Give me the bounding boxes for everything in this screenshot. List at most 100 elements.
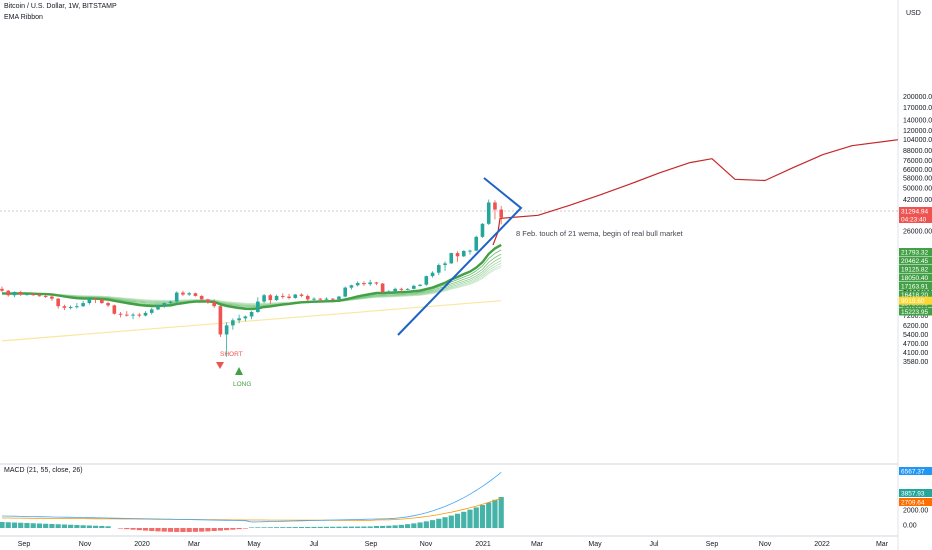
candle bbox=[93, 297, 98, 304]
candle bbox=[368, 279, 372, 286]
candle bbox=[156, 304, 160, 311]
macd-histogram-bar bbox=[311, 526, 317, 528]
short-label: SHORT bbox=[220, 351, 243, 358]
macd-histogram-bar bbox=[124, 528, 130, 530]
macd-histogram-bar bbox=[348, 526, 355, 528]
macd-histogram-bar bbox=[479, 505, 486, 528]
price-tick-label: 170000.00 bbox=[903, 105, 932, 112]
macd-histogram-bar bbox=[0, 522, 5, 528]
macd-histogram-bar bbox=[317, 526, 323, 528]
svg-text:15223.95: 15223.95 bbox=[901, 309, 928, 316]
candle bbox=[162, 302, 167, 308]
macd-histogram-bar bbox=[192, 528, 199, 532]
candle bbox=[305, 294, 310, 302]
svg-text:18050.40: 18050.40 bbox=[901, 275, 928, 282]
time-tick-label: May bbox=[588, 541, 602, 548]
macd-histogram-bar bbox=[380, 525, 386, 528]
candle bbox=[243, 315, 248, 322]
candle bbox=[493, 200, 497, 220]
macd-histogram-bar bbox=[30, 523, 36, 528]
candle bbox=[312, 297, 316, 301]
macd-histogram-bar bbox=[454, 513, 461, 528]
macd-histogram-bar bbox=[174, 528, 180, 532]
svg-text:20462.45: 20462.45 bbox=[901, 258, 928, 265]
price-tick-label: 26000.00 bbox=[903, 229, 932, 236]
time-tick-label: 2020 bbox=[134, 541, 150, 548]
candle bbox=[443, 261, 447, 271]
triangle-drawing[interactable] bbox=[397, 177, 523, 336]
svg-text:9019.60: 9019.60 bbox=[901, 298, 925, 305]
projection-path bbox=[492, 139, 899, 246]
macd-badge: 3857.93 bbox=[899, 489, 932, 497]
candle bbox=[237, 314, 241, 324]
candle bbox=[18, 290, 23, 296]
macd-histogram-bar bbox=[323, 526, 330, 528]
time-tick-label: Jul bbox=[650, 541, 659, 548]
macd-histogram-bar bbox=[367, 526, 373, 528]
candle bbox=[0, 286, 4, 292]
time-tick-label: Mar bbox=[188, 541, 201, 548]
macd-histogram-bar bbox=[267, 527, 273, 528]
candle bbox=[355, 281, 360, 287]
price-tick-label: 3580.00 bbox=[903, 359, 928, 366]
macd-histogram-bar bbox=[280, 527, 286, 528]
macd-histogram-bar bbox=[93, 525, 99, 528]
candle bbox=[262, 293, 266, 304]
candle bbox=[287, 293, 291, 300]
time-tick-label: 2021 bbox=[475, 541, 491, 548]
macd-histogram-bar bbox=[305, 526, 311, 528]
macd-histogram-bar bbox=[342, 526, 348, 528]
macd-histogram-bar bbox=[80, 525, 86, 528]
time-tick-label: Nov bbox=[759, 541, 772, 548]
ema-line bbox=[1, 253, 502, 308]
macd-histogram-bar bbox=[473, 507, 479, 528]
macd-histogram-bar bbox=[336, 526, 342, 528]
price-badge: 21793.32 bbox=[899, 248, 932, 256]
candle bbox=[324, 297, 329, 301]
candle bbox=[6, 290, 11, 297]
macd-badge: 6567.37 bbox=[899, 467, 932, 475]
macd-histogram-bar bbox=[68, 524, 74, 528]
time-tick-label: Sep bbox=[706, 541, 719, 548]
macd-label: MACD (21, 55, close, 26) bbox=[4, 467, 83, 474]
candle bbox=[374, 281, 379, 286]
svg-text:04:23:40: 04:23:40 bbox=[901, 216, 927, 223]
candle bbox=[12, 291, 17, 298]
time-tick-label: 2022 bbox=[814, 541, 830, 548]
candle bbox=[387, 290, 391, 294]
candle bbox=[112, 304, 117, 315]
time-tick-label: Nov bbox=[79, 541, 92, 548]
macd-histogram-bar bbox=[442, 517, 448, 528]
candle bbox=[468, 249, 472, 255]
candle bbox=[56, 297, 60, 309]
candle bbox=[199, 295, 204, 302]
candle bbox=[268, 293, 273, 304]
candle bbox=[362, 281, 366, 286]
svg-text:21793.32: 21793.32 bbox=[901, 249, 928, 256]
macd-histogram-bar bbox=[273, 527, 280, 528]
macd-histogram-bar bbox=[86, 525, 92, 528]
price-tick-label: 50000.00 bbox=[903, 185, 932, 192]
price-tick-label: 4700.00 bbox=[903, 341, 928, 348]
candle bbox=[399, 287, 404, 292]
candle bbox=[100, 298, 104, 304]
macd-histogram-bar bbox=[117, 528, 124, 529]
macd-histogram-bar bbox=[136, 528, 142, 531]
candle bbox=[106, 301, 110, 307]
macd-histogram-bar bbox=[361, 526, 367, 528]
candle bbox=[486, 199, 491, 225]
macd-histogram-bar bbox=[429, 520, 436, 528]
candle bbox=[380, 283, 385, 294]
price-tick-label: 5400.00 bbox=[903, 332, 928, 339]
candle bbox=[25, 293, 29, 296]
macd-histogram-bar bbox=[186, 528, 192, 532]
long-arrow-icon bbox=[235, 367, 243, 375]
svg-text:6567.37: 6567.37 bbox=[901, 468, 925, 475]
macd-histogram-bar bbox=[261, 527, 267, 528]
time-tick-label: Mar bbox=[876, 541, 889, 548]
macd-histogram-bar bbox=[392, 525, 398, 528]
price-badge: 17163.91 bbox=[899, 282, 932, 290]
candle bbox=[224, 322, 229, 357]
